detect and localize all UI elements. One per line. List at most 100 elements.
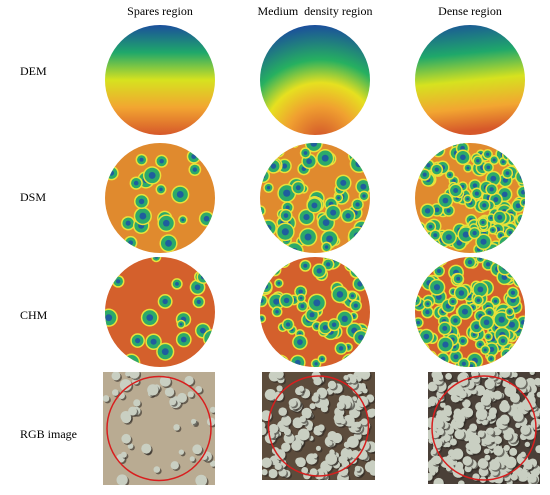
- crown-top: [281, 163, 288, 169]
- tree: [164, 387, 175, 397]
- tree: [209, 406, 215, 413]
- crown-top: [260, 258, 264, 265]
- crown-top: [181, 218, 185, 222]
- crown-top: [422, 265, 427, 270]
- crown-top: [293, 143, 296, 145]
- tree: [455, 419, 464, 429]
- crown-top: [298, 289, 303, 294]
- tree: [346, 435, 359, 448]
- crown: [502, 143, 511, 152]
- crown-top: [326, 262, 331, 267]
- tree: [483, 448, 490, 455]
- crown-edge: [272, 145, 285, 158]
- crown-top: [352, 314, 356, 318]
- region-outline: [431, 375, 537, 481]
- crown-top: [260, 298, 264, 303]
- crown-edge: [519, 143, 525, 153]
- crown-top: [493, 299, 498, 303]
- crown-top: [448, 173, 452, 177]
- chm-map: [260, 257, 370, 367]
- crown-top: [417, 150, 423, 156]
- crown: [415, 237, 424, 250]
- tree: [499, 401, 510, 413]
- crown: [364, 276, 370, 283]
- crown-top: [417, 345, 422, 350]
- crown-top: [520, 320, 525, 326]
- crown-top: [453, 318, 458, 323]
- crown: [415, 265, 423, 277]
- crown-top: [489, 346, 495, 353]
- crown-top: [200, 327, 206, 334]
- dsm-map: [260, 143, 370, 253]
- crown-top: [331, 322, 337, 328]
- crown-edge: [416, 351, 432, 367]
- crown-top: [260, 208, 263, 213]
- tree: [488, 459, 500, 471]
- crown-top: [416, 320, 421, 325]
- tree: [128, 406, 137, 416]
- tree: [434, 419, 444, 429]
- crown-top: [148, 171, 156, 179]
- crown-top: [434, 167, 439, 172]
- crown-top: [417, 248, 422, 253]
- crown-top: [480, 238, 487, 245]
- crown-top: [196, 299, 201, 305]
- crown: [278, 257, 289, 267]
- crown-top: [266, 186, 271, 190]
- crown-top: [426, 163, 431, 168]
- crown-top: [304, 233, 312, 241]
- tree: [262, 468, 268, 476]
- crown-top: [520, 266, 525, 272]
- crown-edge: [277, 257, 291, 269]
- crown-top: [276, 149, 281, 154]
- crown: [199, 257, 213, 270]
- crown-edge: [363, 274, 370, 284]
- crown-edge: [418, 261, 431, 274]
- tree: [510, 392, 520, 403]
- crown-top: [491, 228, 495, 232]
- dsm-map: [105, 143, 215, 253]
- crown-top: [105, 314, 113, 322]
- crown-top: [415, 232, 419, 238]
- crown-edge: [262, 246, 275, 253]
- crown-top: [154, 257, 158, 259]
- crown-top: [179, 322, 183, 326]
- crown-top: [280, 258, 284, 263]
- column-header: Spares region: [127, 4, 193, 18]
- tree: [428, 473, 433, 481]
- crown: [271, 239, 283, 251]
- crown-top: [460, 145, 465, 151]
- crown-top: [434, 144, 440, 149]
- crown-top: [159, 187, 163, 192]
- crown-top: [283, 189, 291, 197]
- tree: [462, 399, 471, 408]
- crown: [200, 144, 210, 154]
- tree: [190, 418, 197, 425]
- crown: [519, 273, 525, 283]
- crown-top: [508, 356, 513, 361]
- crown-top: [415, 268, 420, 274]
- crown: [204, 330, 215, 347]
- crown-top: [306, 158, 312, 165]
- crown-top: [295, 185, 301, 191]
- crown: [517, 263, 525, 275]
- tree: [121, 413, 132, 424]
- crown-top: [428, 224, 433, 229]
- crown: [415, 228, 422, 242]
- crown-top: [442, 325, 448, 331]
- tree: [512, 410, 524, 422]
- crown-edge: [514, 243, 525, 253]
- crown-edge: [105, 353, 115, 367]
- tree: [449, 438, 457, 446]
- tree: [349, 376, 357, 384]
- crown-top: [417, 225, 422, 230]
- crown-top: [108, 170, 115, 176]
- crown-top: [453, 188, 459, 194]
- tree: [128, 372, 140, 379]
- crown: [278, 257, 286, 265]
- crown-top: [297, 339, 303, 345]
- crown-top: [162, 298, 168, 305]
- crown-top: [461, 361, 466, 366]
- crown: [425, 146, 432, 154]
- crown-top: [467, 260, 473, 265]
